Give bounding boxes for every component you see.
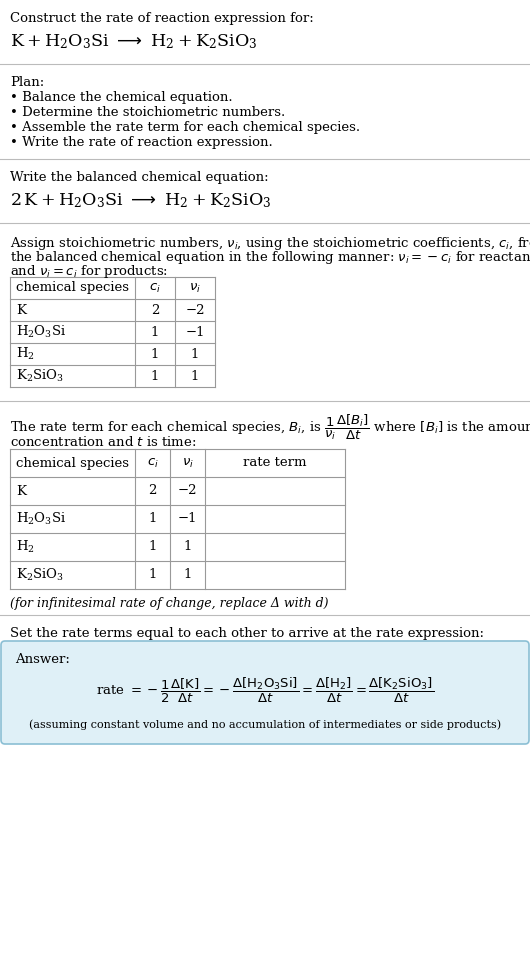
Text: (assuming constant volume and no accumulation of intermediates or side products): (assuming constant volume and no accumul… — [29, 719, 501, 730]
Text: $\mathregular{H_2O_3Si}$: $\mathregular{H_2O_3Si}$ — [16, 511, 66, 527]
Text: $\mathregular{H_2O_3Si}$: $\mathregular{H_2O_3Si}$ — [16, 324, 66, 340]
Text: $\mathregular{H_2}$: $\mathregular{H_2}$ — [16, 539, 35, 555]
Text: chemical species: chemical species — [16, 281, 129, 295]
Text: Plan:: Plan: — [10, 76, 44, 89]
Text: Assign stoichiometric numbers, $\nu_i$, using the stoichiometric coefficients, $: Assign stoichiometric numbers, $\nu_i$, … — [10, 235, 530, 252]
Text: $\nu_i$: $\nu_i$ — [182, 457, 193, 469]
Text: (for infinitesimal rate of change, replace Δ with d): (for infinitesimal rate of change, repla… — [10, 597, 329, 610]
Text: $\mathregular{K}$: $\mathregular{K}$ — [16, 484, 28, 498]
Text: −1: −1 — [186, 326, 205, 339]
Text: −1: −1 — [178, 512, 197, 525]
Text: The rate term for each chemical species, $B_i$, is $\dfrac{1}{\nu_i}\dfrac{\Delt: The rate term for each chemical species,… — [10, 413, 530, 442]
Text: −2: −2 — [178, 484, 197, 498]
Text: • Determine the stoichiometric numbers.: • Determine the stoichiometric numbers. — [10, 106, 285, 119]
Text: Construct the rate of reaction expression for:: Construct the rate of reaction expressio… — [10, 12, 314, 25]
Text: $\mathregular{2\,K + H_2O_3Si}$ $\longrightarrow$ $\mathregular{H_2 + K_2SiO_3}$: $\mathregular{2\,K + H_2O_3Si}$ $\longri… — [10, 191, 271, 210]
Text: Write the balanced chemical equation:: Write the balanced chemical equation: — [10, 171, 269, 184]
Text: chemical species: chemical species — [16, 457, 129, 469]
FancyBboxPatch shape — [1, 641, 529, 744]
Text: 1: 1 — [151, 370, 159, 383]
Text: 2: 2 — [151, 304, 159, 316]
Text: $c_i$: $c_i$ — [147, 457, 158, 469]
Text: $\mathregular{K_2SiO_3}$: $\mathregular{K_2SiO_3}$ — [16, 368, 64, 384]
Text: $\nu_i$: $\nu_i$ — [189, 281, 201, 295]
Text: 1: 1 — [191, 347, 199, 360]
Text: 1: 1 — [191, 370, 199, 383]
Text: $c_i$: $c_i$ — [149, 281, 161, 295]
Text: 1: 1 — [183, 541, 192, 553]
Text: concentration and $t$ is time:: concentration and $t$ is time: — [10, 435, 197, 449]
Text: 2: 2 — [148, 484, 157, 498]
Text: 1: 1 — [151, 326, 159, 339]
Text: Set the rate terms equal to each other to arrive at the rate expression:: Set the rate terms equal to each other t… — [10, 627, 484, 640]
Text: 1: 1 — [151, 347, 159, 360]
Text: −2: −2 — [186, 304, 205, 316]
Text: 1: 1 — [148, 512, 157, 525]
Text: 1: 1 — [148, 568, 157, 582]
Text: Answer:: Answer: — [15, 653, 70, 666]
Text: the balanced chemical equation in the following manner: $\nu_i = -c_i$ for react: the balanced chemical equation in the fo… — [10, 249, 530, 266]
Text: • Write the rate of reaction expression.: • Write the rate of reaction expression. — [10, 136, 273, 149]
Text: and $\nu_i = c_i$ for products:: and $\nu_i = c_i$ for products: — [10, 263, 168, 280]
Text: • Assemble the rate term for each chemical species.: • Assemble the rate term for each chemic… — [10, 121, 360, 134]
Text: $\mathregular{K}$: $\mathregular{K}$ — [16, 303, 28, 317]
Text: $\mathregular{K + H_2O_3Si}$ $\longrightarrow$ $\mathregular{H_2 + K_2SiO_3}$: $\mathregular{K + H_2O_3Si}$ $\longright… — [10, 32, 258, 51]
Text: • Balance the chemical equation.: • Balance the chemical equation. — [10, 91, 233, 104]
Text: 1: 1 — [148, 541, 157, 553]
Text: $\mathregular{K_2SiO_3}$: $\mathregular{K_2SiO_3}$ — [16, 567, 64, 583]
Text: 1: 1 — [183, 568, 192, 582]
Text: rate $= -\dfrac{1}{2}\dfrac{\Delta[\mathrm{K}]}{\Delta t} = -\dfrac{\Delta[\math: rate $= -\dfrac{1}{2}\dfrac{\Delta[\math… — [96, 675, 434, 705]
Text: $\mathregular{H_2}$: $\mathregular{H_2}$ — [16, 346, 35, 362]
Text: rate term: rate term — [243, 457, 307, 469]
